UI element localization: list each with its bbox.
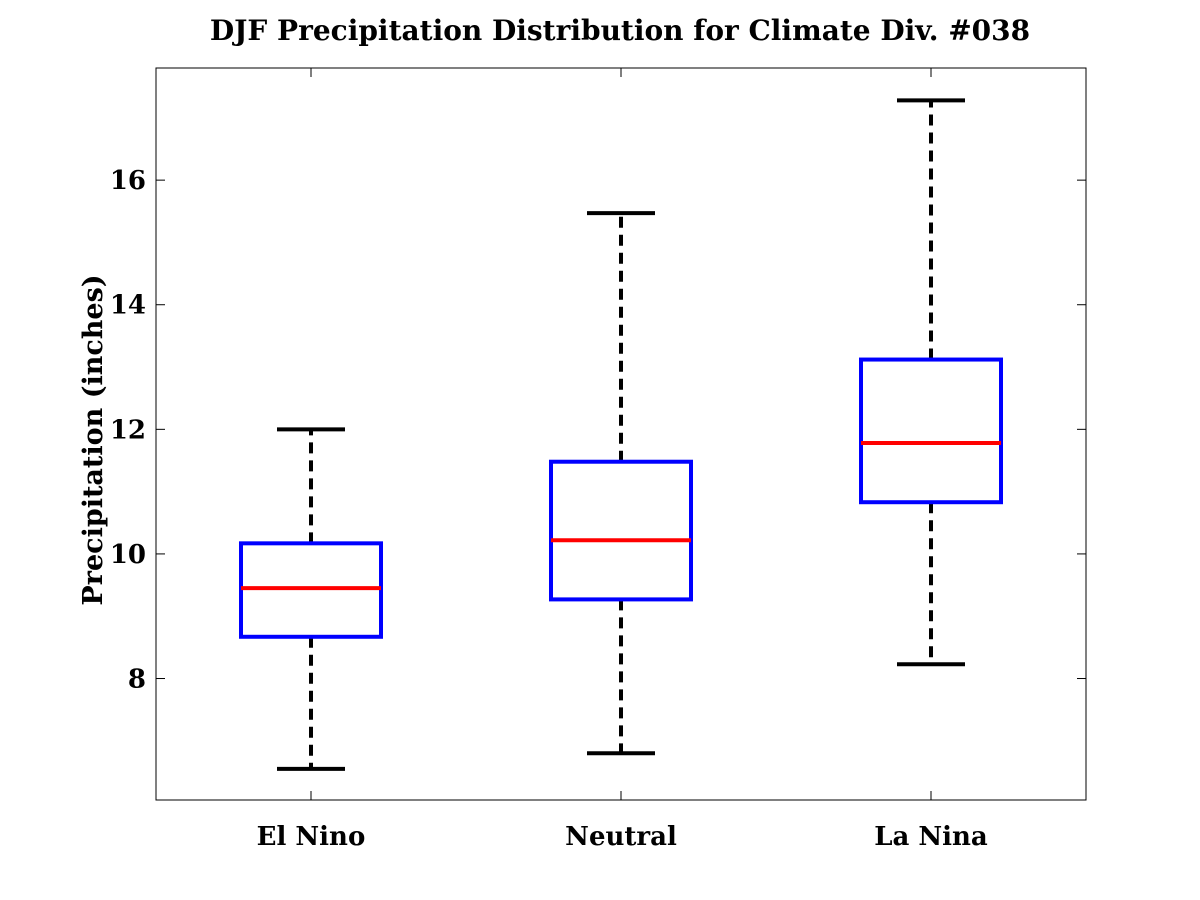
y-tick-label-14: 14 (110, 291, 146, 321)
iqr-box-1 (549, 459, 693, 602)
box-series (239, 98, 1003, 771)
iqr-box-2 (859, 357, 1003, 505)
y-axis-label: Precipitation (inches) (78, 274, 109, 605)
box-0 (239, 427, 383, 771)
chart-title: DJF Precipitation Distribution for Clima… (210, 14, 1030, 47)
box-1 (549, 211, 693, 756)
y-tick-label-10: 10 (110, 540, 146, 570)
y-tick-label-16: 16 (110, 166, 146, 196)
box-2 (859, 98, 1003, 667)
x-tick-label-1: Neutral (565, 822, 677, 852)
x-tick-label-2: La Nina (874, 822, 988, 852)
y-tick-label-8: 8 (128, 665, 146, 695)
x-tick-label-0: El Nino (257, 822, 366, 852)
y-tick-label-12: 12 (110, 415, 146, 445)
axis-ticks: 8 10 12 14 16 El Nino Neutral La Nina (110, 68, 1086, 852)
